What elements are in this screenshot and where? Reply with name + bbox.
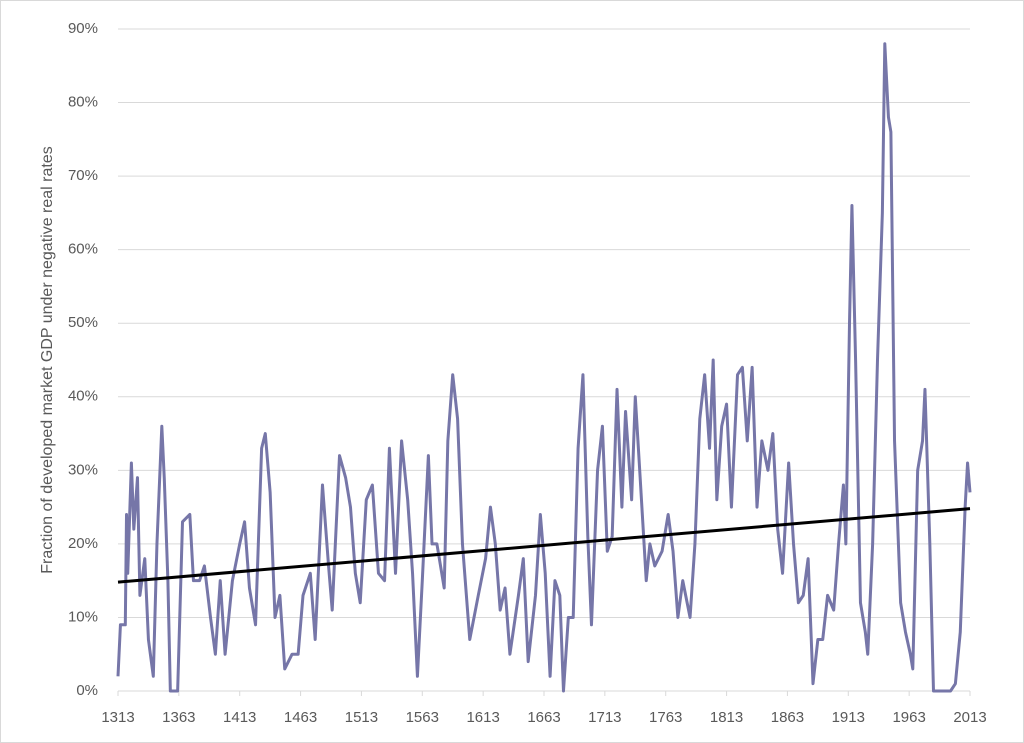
x-tick-label: 1763: [649, 709, 682, 726]
y-axis-title: Fraction of developed market GDP under n…: [39, 146, 56, 574]
y-tick-label: 80%: [68, 94, 98, 111]
y-tick-label: 40%: [68, 388, 98, 405]
x-tick-label: 1913: [832, 709, 865, 726]
y-tick-label: 20%: [68, 535, 98, 552]
x-tick-label: 1413: [223, 709, 256, 726]
x-tick-label: 2013: [953, 709, 986, 726]
x-tick-label: 1813: [710, 709, 743, 726]
x-tick-label: 1713: [588, 709, 621, 726]
x-tick-label: 1513: [345, 709, 378, 726]
x-tick-label: 1963: [892, 709, 925, 726]
x-tick-label: 1863: [771, 709, 804, 726]
y-tick-label: 90%: [68, 20, 98, 37]
x-tick-label: 1313: [101, 709, 134, 726]
x-tick-label: 1563: [406, 709, 439, 726]
y-tick-label: 0%: [76, 682, 98, 699]
x-tick-label: 1613: [466, 709, 499, 726]
x-tick-label: 1363: [162, 709, 195, 726]
y-tick-label: 30%: [68, 461, 98, 478]
series-line: [117, 507, 971, 584]
y-tick-label: 60%: [68, 241, 98, 258]
y-tick-label: 10%: [68, 608, 98, 625]
y-tick-label: 50%: [68, 314, 98, 331]
y-tick-label: 70%: [68, 167, 98, 184]
x-tick-label: 1463: [284, 709, 317, 726]
x-tick-label: 1663: [527, 709, 560, 726]
series-line: [116, 42, 972, 693]
